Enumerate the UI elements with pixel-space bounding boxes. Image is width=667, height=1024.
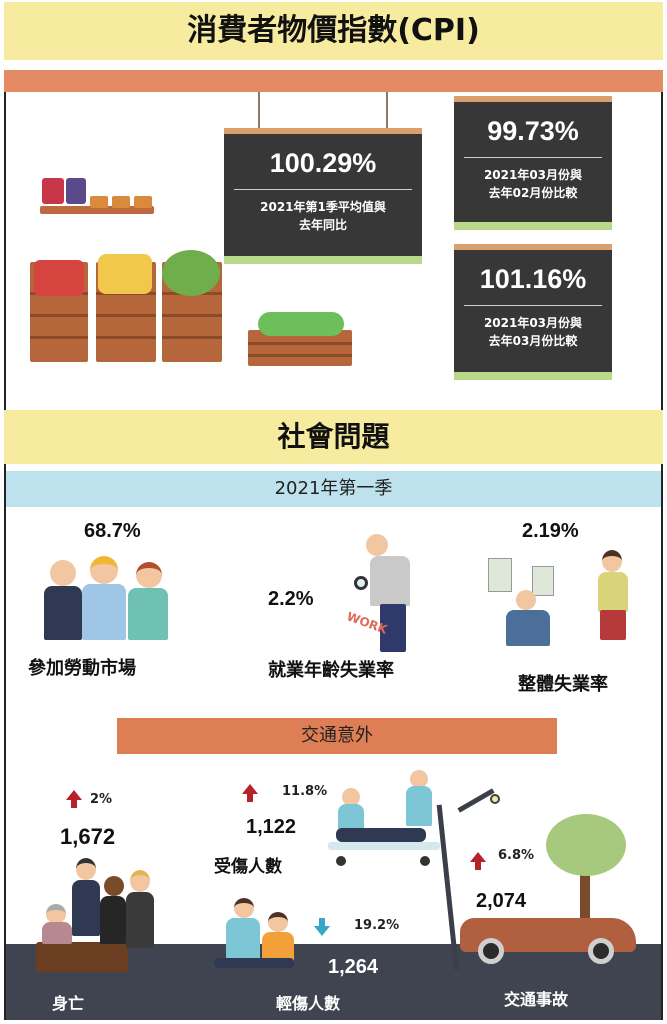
injured-value: 1,122 [246,816,297,838]
cpi-value: 100.29% [269,148,377,178]
arrow-up-icon [470,852,486,870]
period-label: 2021年第一季 [274,478,393,499]
arrow-up-icon [242,784,258,802]
arrow-down-icon [314,918,330,936]
overall-unemployment-value: 2.19% [522,520,579,542]
youth-unemployment-label: 就業年齡失業率 [268,660,394,681]
period-band: 2021年第一季 [6,471,661,507]
labour-value: 68.7% [84,520,141,542]
cpi-value: 101.16% [479,264,587,294]
arrow-up-icon [66,790,82,808]
cpi-title-band: 消費者物價指數(CPI) [4,2,663,60]
social-title-band: 社會問題 [4,410,663,464]
accidents-label: 交通事故 [504,990,569,1009]
cpi-value: 99.73% [487,116,579,146]
cpi-board-month-vs-mar: 101.16% 2021年03月份與 去年03月份比較 [454,250,612,380]
traffic-band: 交通意外 [117,718,557,754]
cpi-caption: 2021年第1季平均值與 去年同比 [260,200,386,232]
accidents-value: 2,074 [476,890,527,912]
minor-injured-value: 1,264 [328,956,379,978]
deaths-change: 2% [90,792,113,807]
cpi-frame [4,92,663,410]
deaths-label: 身亡 [52,994,85,1013]
youth-unemployment-value: 2.2% [268,588,314,610]
labour-label: 參加勞動市場 [28,658,136,679]
social-frame [4,464,663,1020]
injured-label: 受傷人數 [214,857,282,877]
cpi-title: 消費者物價指數(CPI) [187,13,480,48]
cpi-caption: 2021年03月份與 去年02月份比較 [483,168,583,200]
overall-unemployment-label: 整體失業率 [518,674,608,695]
accidents-change: 6.8% [498,848,535,863]
injured-change: 11.8% [282,784,328,799]
minor-injured-label: 輕傷人數 [276,994,341,1013]
cpi-board-month-vs-feb: 99.73% 2021年03月份與 去年02月份比較 [454,102,612,230]
traffic-title: 交通意外 [301,725,373,746]
cpi-board-quarter: 100.29% 2021年第1季平均值與 去年同比 [224,134,422,264]
social-title: 社會問題 [277,420,390,453]
cpi-caption: 2021年03月份與 去年03月份比較 [483,316,583,348]
deaths-value: 1,672 [60,824,116,849]
minor-injured-change: 19.2% [354,918,400,933]
top-stripe [4,70,663,92]
